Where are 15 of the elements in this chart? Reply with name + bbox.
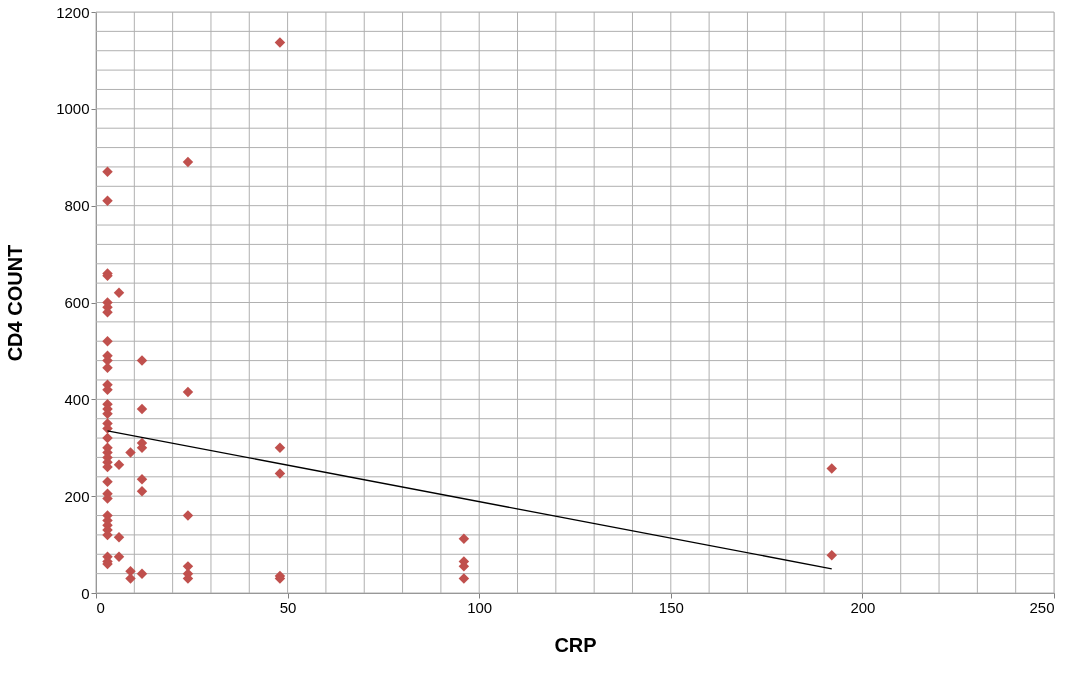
x-tick-label: 250	[1029, 598, 1055, 616]
y-tick-label: 600	[64, 294, 90, 311]
y-tick-label: 1200	[56, 3, 90, 21]
y-axis-title: CD4 COUNT	[4, 244, 27, 362]
y-tick-label: 800	[64, 197, 90, 215]
y-tick-label: 400	[64, 390, 90, 408]
x-tick-label: 0	[96, 598, 105, 616]
x-tick-label: 50	[279, 598, 297, 616]
y-tick-label: 1000	[56, 100, 90, 118]
x-tick-label: 150	[658, 598, 684, 616]
x-tick-label: 100	[467, 598, 493, 616]
y-tick-label: 200	[64, 487, 90, 505]
y-tick-label: 0	[81, 584, 90, 602]
x-axis-title: CRP	[554, 633, 597, 656]
x-tick-label: 200	[850, 598, 876, 616]
